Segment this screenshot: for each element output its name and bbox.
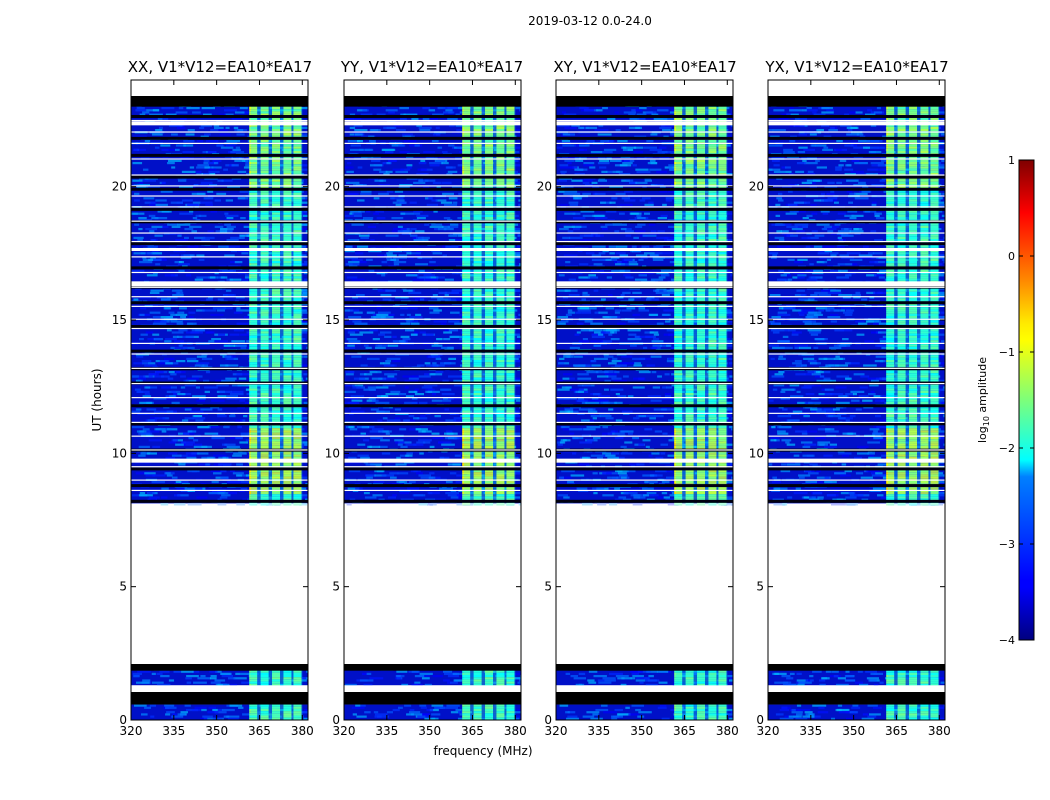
y-tick-label: 5 (756, 580, 764, 594)
x-axis-label: frequency (MHz) (433, 744, 532, 758)
y-tick-label: 20 (749, 180, 764, 194)
y-tick-label: 0 (332, 713, 340, 727)
figure-title: 2019-03-12 0.0-24.0 (528, 14, 652, 28)
panel-title-xx: XX, V1*V12=EA10*EA17 (127, 58, 313, 76)
panel-frame (767, 79, 946, 721)
panel-xy: 320 335 350 365 380 0 5 10 15 20 (537, 79, 739, 738)
y-tick-label: 20 (537, 180, 552, 194)
y-tick-label: 15 (537, 313, 552, 327)
y-tick-label: 5 (332, 580, 340, 594)
x-tick-label: 350 (205, 724, 228, 738)
y-tick-label: 5 (544, 580, 552, 594)
spectrogram-xy (556, 80, 733, 720)
spectrogram-yy (344, 80, 521, 720)
colorbar-tick-label: −1 (999, 346, 1015, 359)
panel-frame (130, 79, 309, 721)
x-tick-label: 365 (461, 724, 484, 738)
colorbar-tick-label: −3 (999, 538, 1015, 551)
colorbar: −4 −3 −2 −1 0 1 log10 amplitude (976, 154, 1035, 647)
colorbar-tick-label: 1 (1008, 154, 1015, 167)
colorbar-label: log10 amplitude (976, 357, 991, 443)
x-tick-label: 335 (587, 724, 610, 738)
x-tick-label: 350 (630, 724, 653, 738)
spectrogram-xx (131, 80, 308, 720)
y-tick-label: 10 (325, 446, 340, 460)
colorbar-ticks: −4 −3 −2 −1 0 1 (999, 154, 1034, 647)
x-tick-label: 380 (291, 724, 314, 738)
panel-yy: 320 335 350 365 380 0 5 10 15 20 (325, 79, 527, 738)
panel-yx: 320 335 350 365 380 0 5 10 15 20 (749, 79, 951, 738)
x-tick-label: 320 (120, 724, 143, 738)
panel-title-yy: YY, V1*V12=EA10*EA17 (340, 58, 524, 76)
y-axis-label: UT (hours) (90, 368, 104, 431)
spectrogram-yx (768, 80, 945, 720)
y-tick-label: 20 (325, 180, 340, 194)
panel-frame (343, 79, 522, 721)
y-tick-label: 15 (749, 313, 764, 327)
x-tick-label: 335 (799, 724, 822, 738)
x-tick-label: 320 (545, 724, 568, 738)
x-tick-label: 335 (162, 724, 185, 738)
panel-title-xy: XY, V1*V12=EA10*EA17 (553, 58, 737, 76)
colorbar-tick-label: −2 (999, 442, 1015, 455)
x-tick-label: 320 (333, 724, 356, 738)
y-tick-label: 10 (112, 446, 127, 460)
x-tick-label: 320 (757, 724, 780, 738)
y-tick-label: 5 (119, 580, 127, 594)
x-tick-label: 365 (673, 724, 696, 738)
y-tick-label: 10 (749, 446, 764, 460)
x-tick-label: 365 (248, 724, 271, 738)
x-tick-label: 380 (504, 724, 527, 738)
y-tick-label: 0 (119, 713, 127, 727)
colorbar-tick-label: −4 (999, 634, 1015, 647)
colorbar-gradient (1018, 159, 1035, 641)
x-tick-label: 350 (418, 724, 441, 738)
x-tick-label: 335 (375, 724, 398, 738)
y-tick-label: 20 (112, 180, 127, 194)
panel-title-yx: YX, V1*V12=EA10*EA17 (765, 58, 949, 76)
x-tick-label: 350 (842, 724, 865, 738)
x-tick-label: 380 (928, 724, 951, 738)
colorbar-tick-label: 0 (1008, 250, 1015, 263)
panels-layer: 320 335 350 365 380 0 5 10 15 20 320 335 350 365 380 0 5… (112, 79, 951, 738)
y-tick-label: 0 (756, 713, 764, 727)
y-tick-label: 0 (544, 713, 552, 727)
x-tick-label: 380 (716, 724, 739, 738)
x-tick-label: 365 (885, 724, 908, 738)
y-tick-label: 15 (325, 313, 340, 327)
panel-frame (555, 79, 734, 721)
y-tick-label: 15 (112, 313, 127, 327)
y-tick-label: 10 (537, 446, 552, 460)
panel-xx: 320 335 350 365 380 0 5 10 15 20 (112, 79, 314, 738)
